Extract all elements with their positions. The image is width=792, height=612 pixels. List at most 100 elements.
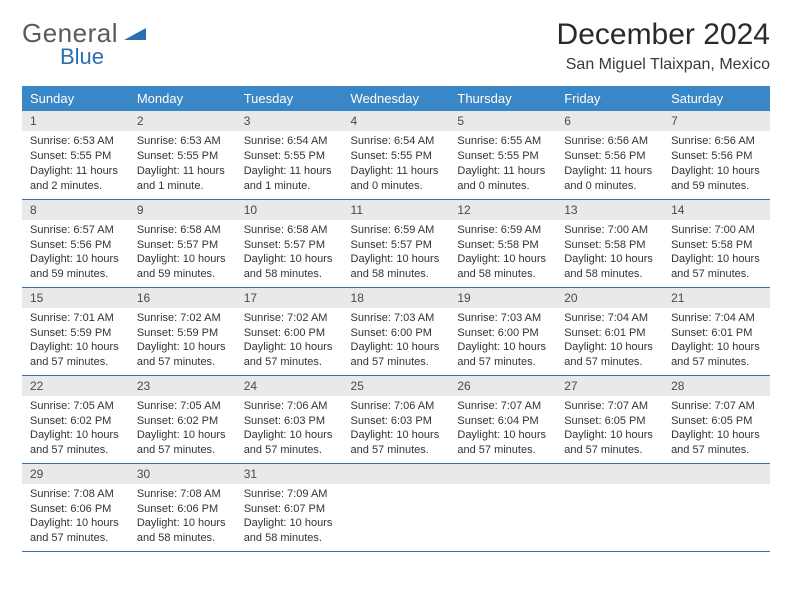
day-body: Sunrise: 7:08 AMSunset: 6:06 PMDaylight:… bbox=[22, 484, 129, 550]
day-number: 6 bbox=[556, 111, 663, 131]
calendar-cell: 17Sunrise: 7:02 AMSunset: 6:00 PMDayligh… bbox=[236, 287, 343, 375]
weekday-header: Friday bbox=[556, 86, 663, 111]
day-body: Sunrise: 6:56 AMSunset: 5:56 PMDaylight:… bbox=[556, 131, 663, 197]
sunrise-line: Sunrise: 6:54 AM bbox=[244, 134, 335, 149]
sunset-line: Sunset: 6:07 PM bbox=[244, 502, 335, 517]
daylight-line: Daylight: 11 hours and 2 minutes. bbox=[30, 164, 121, 194]
daylight-line: Daylight: 10 hours and 57 minutes. bbox=[30, 428, 121, 458]
sunrise-line: Sunrise: 6:58 AM bbox=[137, 223, 228, 238]
sunset-line: Sunset: 6:06 PM bbox=[137, 502, 228, 517]
sunset-line: Sunset: 6:05 PM bbox=[564, 414, 655, 429]
calendar-cell: 20Sunrise: 7:04 AMSunset: 6:01 PMDayligh… bbox=[556, 287, 663, 375]
day-body: Sunrise: 7:07 AMSunset: 6:05 PMDaylight:… bbox=[556, 396, 663, 462]
calendar-cell: 6Sunrise: 6:56 AMSunset: 5:56 PMDaylight… bbox=[556, 111, 663, 199]
day-number: 30 bbox=[129, 464, 236, 484]
logo-triangle-icon bbox=[124, 26, 146, 47]
calendar-cell: 11Sunrise: 6:59 AMSunset: 5:57 PMDayligh… bbox=[343, 199, 450, 287]
day-body: Sunrise: 6:54 AMSunset: 5:55 PMDaylight:… bbox=[343, 131, 450, 197]
daylight-line: Daylight: 10 hours and 57 minutes. bbox=[457, 340, 548, 370]
sunset-line: Sunset: 5:55 PM bbox=[137, 149, 228, 164]
calendar-cell: 26Sunrise: 7:07 AMSunset: 6:04 PMDayligh… bbox=[449, 375, 556, 463]
day-number: 29 bbox=[22, 464, 129, 484]
daylight-line: Daylight: 10 hours and 59 minutes. bbox=[671, 164, 762, 194]
day-number: 16 bbox=[129, 288, 236, 308]
day-body: Sunrise: 7:03 AMSunset: 6:00 PMDaylight:… bbox=[343, 308, 450, 374]
weekday-header: Tuesday bbox=[236, 86, 343, 111]
sunset-line: Sunset: 5:55 PM bbox=[244, 149, 335, 164]
sunrise-line: Sunrise: 7:08 AM bbox=[30, 487, 121, 502]
day-body: Sunrise: 7:07 AMSunset: 6:04 PMDaylight:… bbox=[449, 396, 556, 462]
calendar-table: SundayMondayTuesdayWednesdayThursdayFrid… bbox=[22, 86, 770, 552]
day-number: 20 bbox=[556, 288, 663, 308]
calendar-cell: 15Sunrise: 7:01 AMSunset: 5:59 PMDayligh… bbox=[22, 287, 129, 375]
day-number: 2 bbox=[129, 111, 236, 131]
daylight-line: Daylight: 10 hours and 58 minutes. bbox=[244, 252, 335, 282]
sunrise-line: Sunrise: 7:01 AM bbox=[30, 311, 121, 326]
day-body: Sunrise: 7:05 AMSunset: 6:02 PMDaylight:… bbox=[129, 396, 236, 462]
title-block: December 2024 San Miguel Tlaixpan, Mexic… bbox=[557, 18, 770, 74]
day-number: 14 bbox=[663, 200, 770, 220]
day-number: 19 bbox=[449, 288, 556, 308]
weekday-header-row: SundayMondayTuesdayWednesdayThursdayFrid… bbox=[22, 86, 770, 111]
day-number: 3 bbox=[236, 111, 343, 131]
sunrise-line: Sunrise: 6:59 AM bbox=[351, 223, 442, 238]
calendar-cell: 5Sunrise: 6:55 AMSunset: 5:55 PMDaylight… bbox=[449, 111, 556, 199]
calendar-cell: 12Sunrise: 6:59 AMSunset: 5:58 PMDayligh… bbox=[449, 199, 556, 287]
day-number: 27 bbox=[556, 376, 663, 396]
sunrise-line: Sunrise: 7:07 AM bbox=[564, 399, 655, 414]
sunset-line: Sunset: 5:55 PM bbox=[30, 149, 121, 164]
sunset-line: Sunset: 5:59 PM bbox=[137, 326, 228, 341]
sunset-line: Sunset: 5:56 PM bbox=[564, 149, 655, 164]
daylight-line: Daylight: 10 hours and 57 minutes. bbox=[244, 428, 335, 458]
weekday-header: Thursday bbox=[449, 86, 556, 111]
sunrise-line: Sunrise: 6:58 AM bbox=[244, 223, 335, 238]
daylight-line: Daylight: 10 hours and 58 minutes. bbox=[244, 516, 335, 546]
calendar-cell: 22Sunrise: 7:05 AMSunset: 6:02 PMDayligh… bbox=[22, 375, 129, 463]
day-number: 8 bbox=[22, 200, 129, 220]
day-number: 15 bbox=[22, 288, 129, 308]
sunrise-line: Sunrise: 7:03 AM bbox=[351, 311, 442, 326]
day-body: Sunrise: 6:56 AMSunset: 5:56 PMDaylight:… bbox=[663, 131, 770, 197]
calendar-cell: 23Sunrise: 7:05 AMSunset: 6:02 PMDayligh… bbox=[129, 375, 236, 463]
sunset-line: Sunset: 5:58 PM bbox=[457, 238, 548, 253]
daylight-line: Daylight: 11 hours and 1 minute. bbox=[244, 164, 335, 194]
calendar-cell: 8Sunrise: 6:57 AMSunset: 5:56 PMDaylight… bbox=[22, 199, 129, 287]
sunset-line: Sunset: 6:04 PM bbox=[457, 414, 548, 429]
sunrise-line: Sunrise: 6:55 AM bbox=[457, 134, 548, 149]
sunset-line: Sunset: 6:02 PM bbox=[137, 414, 228, 429]
sunset-line: Sunset: 6:00 PM bbox=[457, 326, 548, 341]
day-number: 10 bbox=[236, 200, 343, 220]
daylight-line: Daylight: 10 hours and 57 minutes. bbox=[671, 340, 762, 370]
sunrise-line: Sunrise: 7:02 AM bbox=[244, 311, 335, 326]
sunset-line: Sunset: 5:55 PM bbox=[351, 149, 442, 164]
day-number: 11 bbox=[343, 200, 450, 220]
calendar-cell: 24Sunrise: 7:06 AMSunset: 6:03 PMDayligh… bbox=[236, 375, 343, 463]
calendar-cell: 7Sunrise: 6:56 AMSunset: 5:56 PMDaylight… bbox=[663, 111, 770, 199]
day-number: 1 bbox=[22, 111, 129, 131]
sunrise-line: Sunrise: 7:00 AM bbox=[564, 223, 655, 238]
day-body: Sunrise: 7:09 AMSunset: 6:07 PMDaylight:… bbox=[236, 484, 343, 550]
day-number: 4 bbox=[343, 111, 450, 131]
sunset-line: Sunset: 6:06 PM bbox=[30, 502, 121, 517]
sunrise-line: Sunrise: 7:04 AM bbox=[671, 311, 762, 326]
day-body: Sunrise: 6:53 AMSunset: 5:55 PMDaylight:… bbox=[129, 131, 236, 197]
sunrise-line: Sunrise: 7:07 AM bbox=[457, 399, 548, 414]
daylight-line: Daylight: 11 hours and 0 minutes. bbox=[457, 164, 548, 194]
daylight-line: Daylight: 10 hours and 57 minutes. bbox=[671, 428, 762, 458]
day-number: 18 bbox=[343, 288, 450, 308]
day-number-empty bbox=[343, 464, 450, 484]
sunrise-line: Sunrise: 7:09 AM bbox=[244, 487, 335, 502]
day-number: 5 bbox=[449, 111, 556, 131]
sunrise-line: Sunrise: 7:06 AM bbox=[351, 399, 442, 414]
daylight-line: Daylight: 10 hours and 57 minutes. bbox=[30, 340, 121, 370]
day-number-empty bbox=[556, 464, 663, 484]
day-body: Sunrise: 7:03 AMSunset: 6:00 PMDaylight:… bbox=[449, 308, 556, 374]
sunset-line: Sunset: 5:59 PM bbox=[30, 326, 121, 341]
daylight-line: Daylight: 10 hours and 57 minutes. bbox=[137, 340, 228, 370]
daylight-line: Daylight: 11 hours and 0 minutes. bbox=[564, 164, 655, 194]
day-body: Sunrise: 7:01 AMSunset: 5:59 PMDaylight:… bbox=[22, 308, 129, 374]
logo-text-blue: Blue bbox=[60, 44, 104, 70]
sunset-line: Sunset: 5:58 PM bbox=[564, 238, 655, 253]
day-body: Sunrise: 6:55 AMSunset: 5:55 PMDaylight:… bbox=[449, 131, 556, 197]
sunset-line: Sunset: 5:57 PM bbox=[351, 238, 442, 253]
